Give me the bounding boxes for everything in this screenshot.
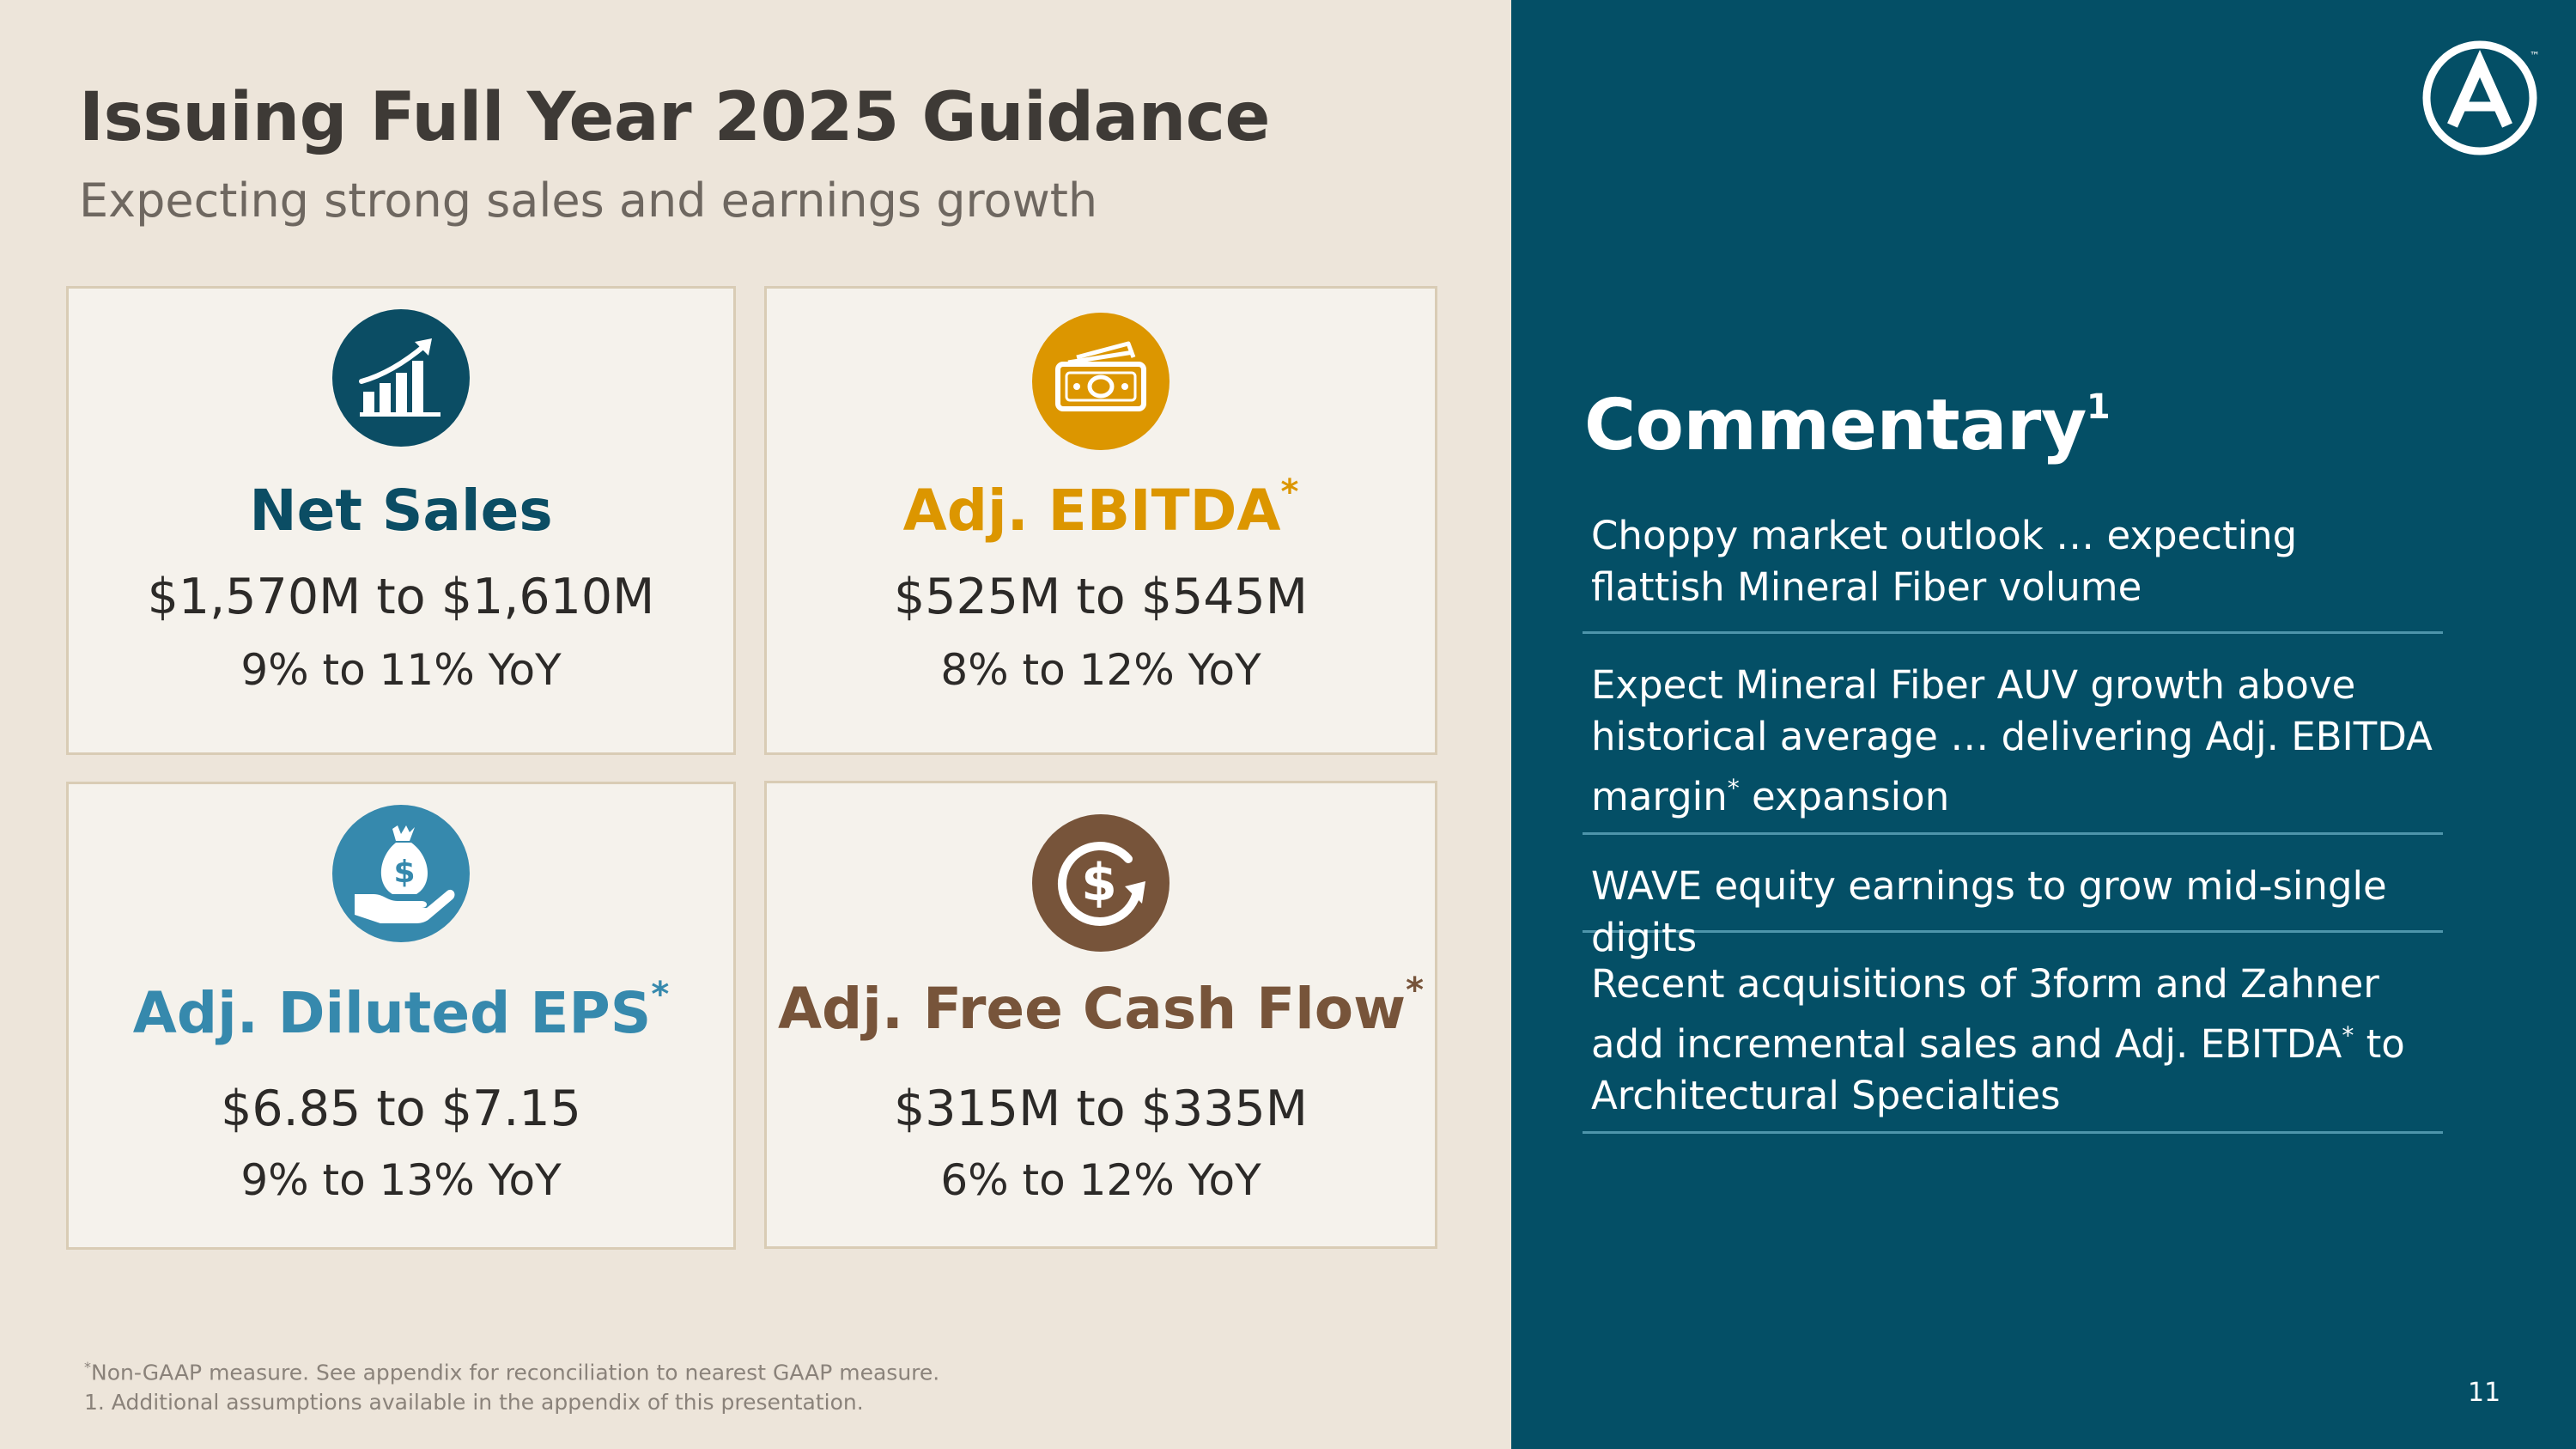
commentary-bullet: Recent acquisitions of 3form and Zahner …	[1583, 959, 2443, 1134]
adj-ebitda-asterisk: *	[1280, 472, 1299, 512]
commentary-bullet: Choppy market outlook … expecting flatti…	[1583, 510, 2443, 634]
adj-ebitda-label: Adj. EBITDA*	[902, 472, 1299, 544]
adj-diluted-eps-card: $ Adj. Diluted EPS* $6.85 to $7.15 9% to…	[66, 782, 736, 1250]
adj-diluted-eps-range: $6.85 to $7.15	[221, 1081, 581, 1137]
adj-free-cash-flow-asterisk: *	[1406, 971, 1425, 1010]
page-number: 11	[2468, 1378, 2501, 1408]
adj-free-cash-flow-label: Adj. Free Cash Flow*	[777, 971, 1425, 1042]
commentary-title-footnote: 1	[2086, 387, 2111, 427]
footnote-non-gaap: *Non-GAAP measure. See appendix for reco…	[84, 1359, 940, 1385]
dollar-cycle-icon: $	[1032, 814, 1170, 952]
page-title: Issuing Full Year 2025 Guidance	[79, 79, 1270, 156]
commentary-title: Commentary1	[1584, 385, 2111, 466]
commentary-bullet: WAVE equity earnings to grow mid-single …	[1583, 861, 2443, 960]
adj-ebitda-yoy: 8% to 12% YoY	[940, 645, 1261, 695]
left-panel: Issuing Full Year 2025 Guidance Expectin…	[66, 79, 1437, 1417]
svg-text:$: $	[393, 855, 415, 890]
net-sales-range: $1,570M to $1,610M	[147, 569, 655, 625]
footnote-assumptions: 1. Additional assumptions available in t…	[84, 1390, 864, 1416]
commentary-bullet: Expect Mineral Fiber AUV growth above hi…	[1583, 660, 2443, 835]
adj-diluted-eps-asterisk: *	[651, 975, 670, 1014]
adj-diluted-eps-yoy: 9% to 13% YoY	[240, 1155, 562, 1205]
money-bag-hand-icon: $	[332, 805, 470, 942]
armstrong-a-logo-icon	[2420, 38, 2540, 158]
commentary-panel	[1511, 0, 2576, 1449]
adj-diluted-eps-label: Adj. Diluted EPS*	[132, 975, 670, 1046]
net-sales-label: Net Sales	[249, 478, 553, 544]
adj-free-cash-flow-yoy: 6% to 12% YoY	[940, 1155, 1261, 1205]
adj-ebitda-card: Adj. EBITDA* $525M to $545M 8% to 12% Yo…	[764, 286, 1437, 755]
cash-bills-icon	[1032, 313, 1170, 450]
net-sales-yoy: 9% to 11% YoY	[240, 645, 562, 695]
adj-free-cash-flow-card: $ Adj. Free Cash Flow* $315M to $335M 6%…	[764, 781, 1437, 1249]
footnotes: *Non-GAAP measure. See appendix for reco…	[84, 1352, 939, 1417]
page-subtitle: Expecting strong sales and earnings grow…	[79, 174, 1098, 228]
svg-text:$: $	[1081, 853, 1117, 913]
bar-chart-growth-icon	[332, 309, 470, 447]
adj-free-cash-flow-range: $315M to $335M	[894, 1081, 1308, 1137]
adj-ebitda-range: $525M to $545M	[894, 569, 1308, 625]
net-sales-card: Net Sales $1,570M to $1,610M 9% to 11% Y…	[66, 286, 736, 755]
trademark-symbol: ™	[2530, 50, 2540, 62]
